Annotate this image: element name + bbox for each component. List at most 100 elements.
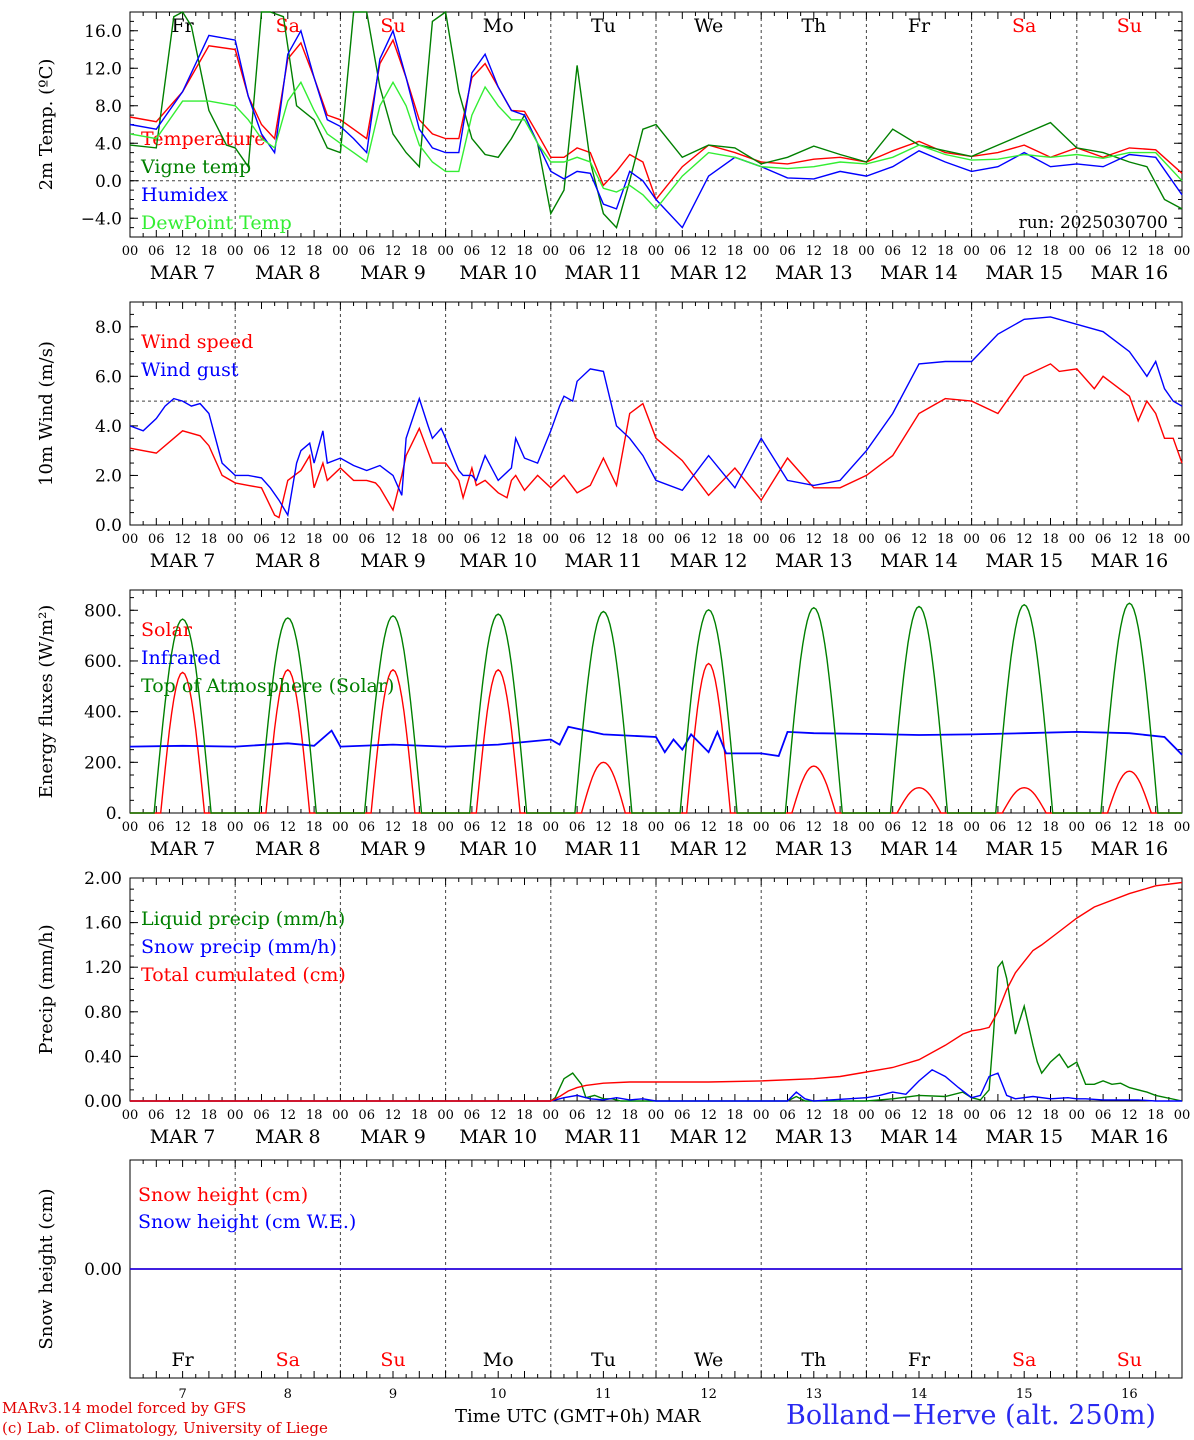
x-tick-label: 00 [1069,244,1086,259]
x-tick-label: 06 [569,1108,586,1123]
day-of-week-label: Fr [908,1349,931,1371]
x-tick-label: 00 [543,820,560,835]
x-tick-label: 00 [753,1108,770,1123]
date-label: MAR 11 [565,838,643,860]
legend-entry: Temperature [141,128,265,150]
y-tick-label: 2.00 [84,869,122,889]
day-of-week-label: Sa [276,15,300,37]
x-tick-label: 00 [858,820,875,835]
x-tick-label: 18 [1147,820,1164,835]
x-tick-label: 12 [911,1108,928,1123]
date-label: MAR 8 [255,262,321,284]
x-tick-label: 00 [648,820,665,835]
x-tick-label: 18 [1042,1108,1059,1123]
x-tick-label: 12 [490,532,507,547]
x-tick-label: 00 [543,1108,560,1123]
series-line-wind-1 [129,316,1183,518]
x-tick-label: 12 [385,244,402,259]
x-tick-label: 18 [306,244,323,259]
date-label: MAR 11 [565,1126,643,1148]
x-tick-label: 06 [990,1108,1007,1123]
x-tick-label: 06 [253,820,270,835]
date-label: MAR 16 [1091,262,1169,284]
y-tick-label: 2.0 [95,466,122,486]
date-label: MAR 15 [985,262,1063,284]
date-label: MAR 12 [670,1126,748,1148]
panel-frame [129,589,1183,814]
date-label: MAR 14 [880,262,958,284]
x-tick-label: 06 [1095,1108,1112,1123]
series-line-temperature-2 [129,28,1183,229]
date-label: MAR 12 [670,262,748,284]
y-axis-label: Snow height (cm) [36,1188,57,1349]
x-tick-label: 00 [648,1108,665,1123]
day-number-label: 8 [284,1387,292,1400]
date-label: MAR 15 [985,838,1063,860]
x-tick-label: 18 [621,244,638,259]
panel-frame [129,301,1183,526]
day-of-week-label: Sa [1012,15,1036,37]
day-number-label: 11 [595,1387,612,1400]
day-of-week-label: Th [801,1349,826,1371]
day-of-week-label: Mo [483,1349,514,1371]
y-axis-label: 10m Wind (m/s) [36,341,57,486]
date-label: MAR 10 [459,262,537,284]
legend-entry: Infrared [141,647,221,669]
x-tick-label: 12 [490,244,507,259]
x-tick-label: 06 [1095,820,1112,835]
legend-entry: Snow height (cm) [138,1184,308,1206]
day-of-week-label: Tu [591,15,616,37]
x-tick-label: 18 [411,820,428,835]
x-tick-label: 18 [1042,244,1059,259]
x-tick-label: 18 [832,1108,849,1123]
date-label: MAR 9 [360,838,426,860]
x-tick-label: 00 [122,244,139,259]
x-tick-label: 18 [727,1108,744,1123]
x-tick-label: 06 [464,244,481,259]
x-tick-label: 00 [1174,1108,1191,1123]
y-tick-label: 800. [84,601,122,621]
x-tick-label: 18 [306,820,323,835]
x-tick-label: 00 [437,532,454,547]
series-line-precip-2 [130,881,1183,1102]
legend-entry: Liquid precip (mm/h) [141,908,345,930]
legend-entry: Top of Atmosphere (Solar) [141,675,394,697]
x-tick-label: 00 [122,820,139,835]
date-label: MAR 11 [565,262,643,284]
x-tick-label: 12 [595,532,612,547]
date-label: MAR 12 [670,550,748,572]
x-tick-label: 00 [753,820,770,835]
x-tick-label: 00 [227,1108,244,1123]
x-tick-label: 06 [674,820,691,835]
location-title: Bolland−Herve (alt. 250m) [786,1400,1156,1431]
x-tick-label: 12 [911,532,928,547]
x-tick-label: 18 [411,1108,428,1123]
x-tick-label: 06 [884,1108,901,1123]
x-tick-label: 00 [963,820,980,835]
day-of-week-label: Fr [171,15,194,37]
x-tick-label: 06 [779,532,796,547]
x-tick-label: 06 [358,244,375,259]
x-tick-label: 06 [253,1108,270,1123]
date-label: MAR 13 [775,838,853,860]
day-number-label: 16 [1121,1387,1138,1400]
x-tick-label: 06 [674,244,691,259]
date-label: MAR 11 [565,550,643,572]
day-of-week-label: Su [380,1349,405,1371]
date-label: MAR 7 [150,262,216,284]
x-tick-label: 06 [148,820,165,835]
x-tick-label: 00 [963,532,980,547]
x-tick-label: 12 [1016,244,1033,259]
x-tick-label: 12 [174,244,191,259]
x-tick-label: 18 [727,532,744,547]
y-tick-label: 8.0 [95,97,122,117]
x-tick-label: 00 [1174,244,1191,259]
date-label: MAR 9 [360,262,426,284]
x-tick-label: 06 [674,1108,691,1123]
x-tick-label: 00 [437,1108,454,1123]
date-label: MAR 13 [775,1126,853,1148]
day-of-week-label: Fr [908,15,931,37]
x-tick-label: 18 [516,532,533,547]
x-tick-label: 06 [358,820,375,835]
series-line-energy-2 [130,602,1182,814]
